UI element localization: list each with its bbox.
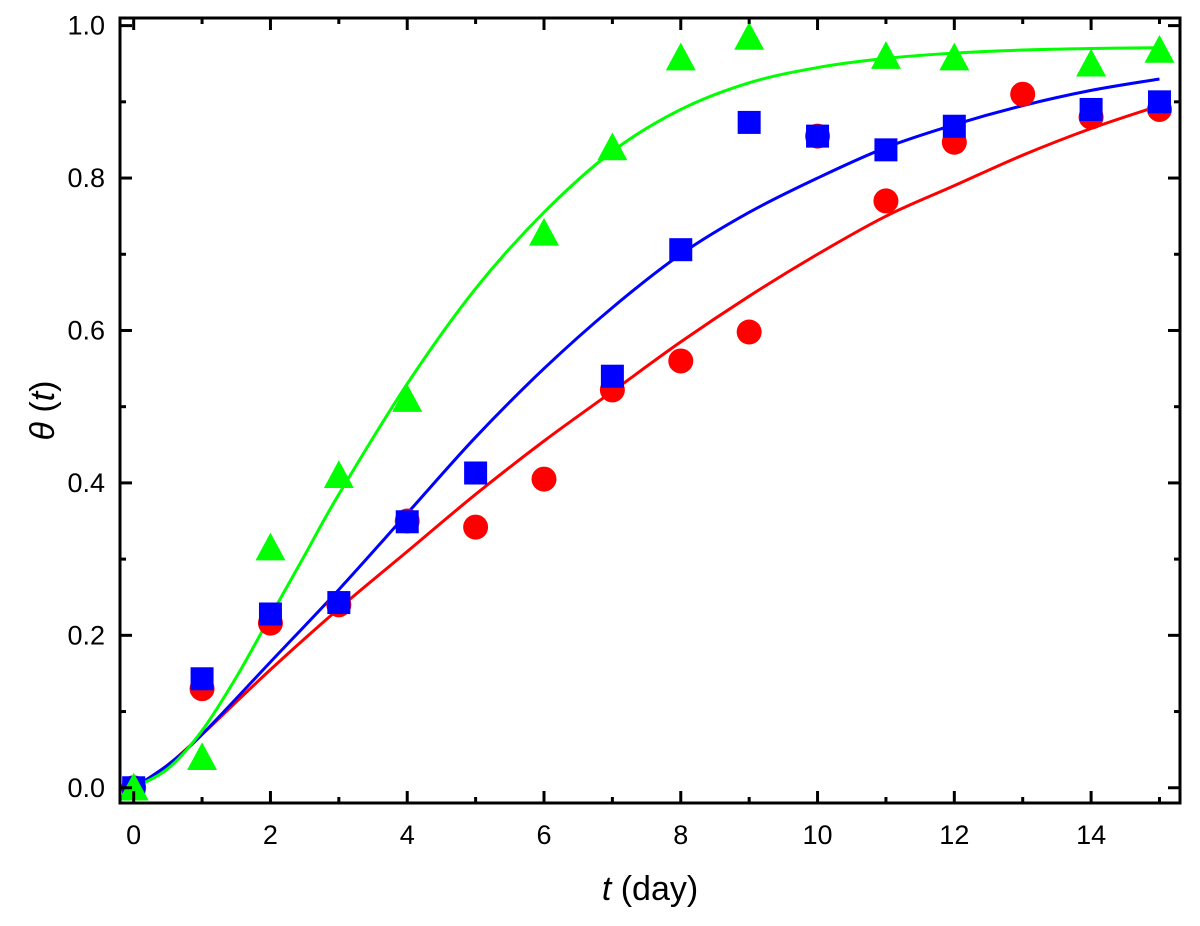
data-point-square	[806, 124, 830, 148]
data-point-square	[395, 510, 419, 534]
x-axis-title: t (day)	[602, 870, 698, 908]
x-tick-label: 4	[400, 820, 415, 850]
x-tick-label: 12	[939, 820, 969, 850]
data-point-triangle	[187, 742, 218, 771]
data-point-triangle	[529, 217, 559, 246]
data-point-square	[464, 461, 488, 485]
data-point-square	[190, 667, 214, 691]
data-point-triangle	[118, 772, 149, 801]
x-tick-label: 2	[263, 820, 278, 850]
y-tick-label: 0.6	[67, 315, 105, 345]
y-axis-argument: t	[24, 390, 62, 401]
data-point-circle	[736, 319, 762, 345]
fit-curve-square	[132, 77, 1160, 790]
data-point-triangle	[323, 460, 354, 489]
y-tick-label: 0.8	[67, 163, 105, 193]
fit-curve-triangle	[132, 46, 1160, 790]
y-axis-symbol: θ	[24, 422, 62, 441]
y-tick-label: 0.0	[67, 773, 105, 803]
fit-curves	[132, 46, 1160, 790]
data-point-circle	[531, 466, 557, 492]
fit-curve-circle	[132, 104, 1160, 790]
x-axis-unit: (day)	[611, 870, 698, 908]
data-point-circle	[463, 514, 489, 540]
data-point-square	[327, 591, 351, 615]
data-point-triangle	[939, 42, 970, 71]
data-point-square	[874, 138, 898, 162]
data-point-square	[258, 602, 282, 626]
data-point-square	[600, 364, 624, 388]
x-tick-label: 14	[1076, 820, 1106, 850]
y-axis-open-paren: (	[24, 401, 62, 422]
x-tick-label: 10	[803, 820, 833, 850]
x-tick-label: 0	[126, 820, 141, 850]
data-point-triangle	[870, 41, 901, 69]
data-point-triangle	[1144, 35, 1175, 63]
data-point-square	[942, 114, 966, 138]
data-point-triangle	[734, 22, 765, 50]
data-point-triangle	[1076, 48, 1107, 77]
y-axis-close-paren: )	[24, 380, 62, 391]
data-point-square	[1079, 97, 1103, 121]
y-axis-title: θ (t)	[24, 380, 62, 440]
y-tick-label: 0.2	[67, 620, 105, 650]
data-markers	[118, 22, 1175, 801]
data-point-square	[737, 110, 761, 134]
data-point-circle	[873, 188, 899, 214]
x-tick-label: 8	[673, 820, 688, 850]
data-point-square	[669, 238, 693, 262]
data-point-circle	[1010, 81, 1036, 107]
plot-frame	[118, 16, 1182, 805]
y-tick-label: 1.0	[67, 11, 105, 41]
x-axis-variable: t	[602, 870, 613, 908]
data-point-square	[1147, 90, 1171, 114]
y-tick-label: 0.4	[67, 468, 105, 498]
data-point-triangle	[392, 384, 423, 412]
data-point-triangle	[597, 132, 628, 161]
x-tick-label: 6	[536, 820, 551, 850]
axes: 0 2 4 6 8 10 12 14 0.0 0.2 0.4 0.6 0.8 1.0	[67, 11, 1180, 850]
data-point-triangle	[665, 42, 696, 71]
data-point-triangle	[255, 532, 286, 561]
data-point-circle	[668, 348, 694, 374]
